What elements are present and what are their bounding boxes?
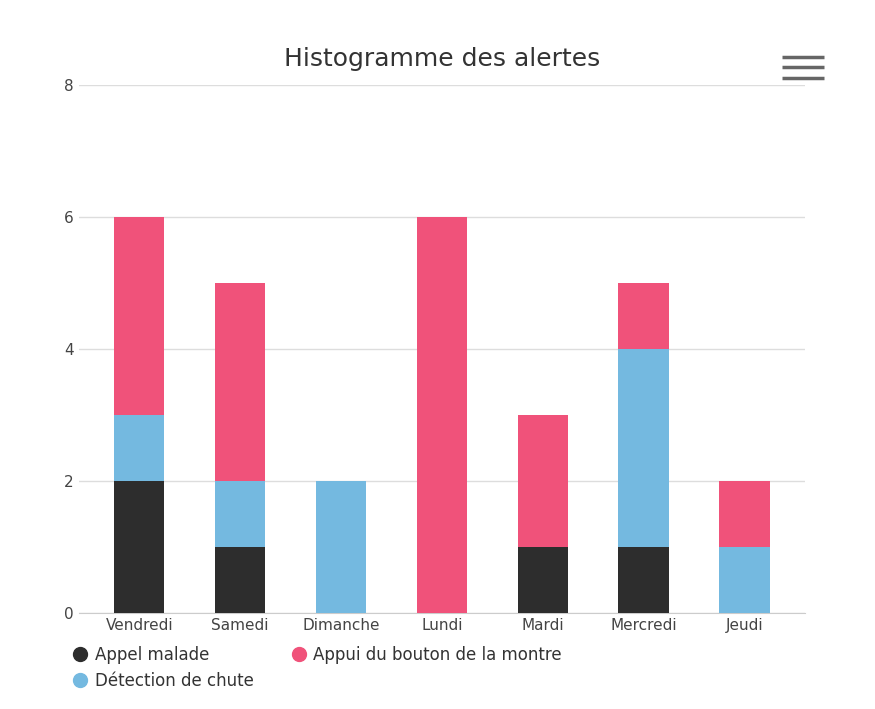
Bar — [619, 283, 668, 350]
Bar — [619, 547, 668, 613]
Bar — [215, 283, 265, 481]
Bar — [215, 481, 265, 547]
Bar — [215, 547, 265, 613]
Bar — [619, 350, 668, 547]
Bar — [316, 481, 367, 613]
Bar — [719, 547, 770, 613]
Bar — [517, 547, 568, 613]
Bar — [719, 481, 770, 547]
Bar — [416, 217, 467, 613]
Bar — [114, 415, 164, 481]
Bar — [114, 217, 164, 415]
Title: Histogramme des alertes: Histogramme des alertes — [284, 47, 600, 71]
Bar — [517, 415, 568, 547]
Text: Visualisation des alertes de la semaine: Visualisation des alertes de la semaine — [22, 23, 605, 50]
Legend: Appel malade, Détection de chute, Appui du bouton de la montre: Appel malade, Détection de chute, Appui … — [70, 640, 569, 697]
Bar — [114, 481, 164, 613]
